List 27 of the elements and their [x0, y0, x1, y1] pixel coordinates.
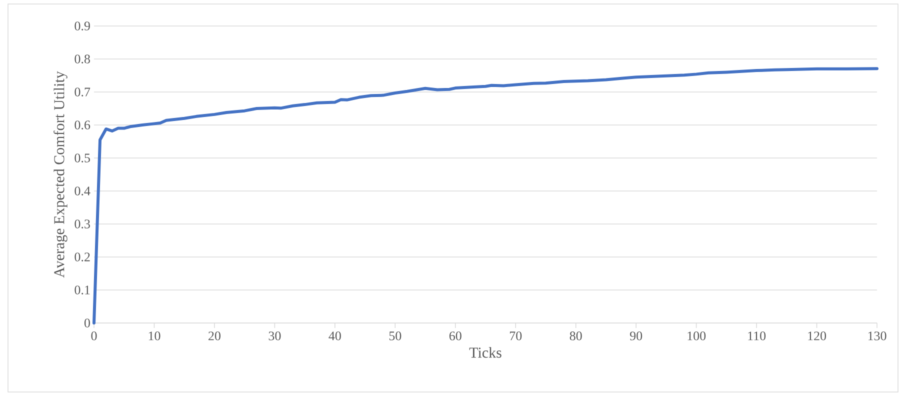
y-tick-label: 0 — [84, 318, 90, 328]
x-tick-label: 60 — [449, 332, 462, 340]
x-tick-label: 120 — [808, 332, 826, 340]
y-tick-label: 0.1 — [74, 286, 90, 294]
y-tick-label: 0.4 — [74, 186, 90, 196]
x-tick-label: 0 — [91, 332, 97, 340]
y-tick-label: 0.6 — [74, 120, 90, 130]
x-tick-label: 100 — [688, 332, 706, 340]
x-tick-label: 130 — [868, 332, 886, 340]
y-tick-label: 0.2 — [74, 252, 90, 262]
y-tick-label: 0.9 — [74, 22, 90, 30]
y-tick-label: 0.3 — [74, 220, 90, 228]
y-axis-title: Average Expected Comfort Utility — [54, 71, 68, 278]
x-tick-label: 70 — [510, 332, 522, 340]
y-tick-label: 0.5 — [74, 154, 90, 162]
x-tick-label: 80 — [570, 332, 582, 340]
y-tick-label: 0.8 — [74, 54, 90, 64]
x-tick-label: 30 — [268, 332, 281, 340]
y-tick-label: 0.7 — [74, 88, 90, 96]
x-tick-label: 10 — [148, 332, 160, 340]
x-tick-label: 110 — [748, 332, 766, 340]
x-axis-title: Ticks — [469, 347, 502, 358]
x-tick-label: 50 — [389, 332, 402, 340]
line-series — [92, 67, 879, 324]
x-tick-label: 20 — [208, 332, 220, 340]
x-tick-label: 40 — [328, 332, 341, 340]
x-tick-label: 90 — [630, 332, 642, 340]
